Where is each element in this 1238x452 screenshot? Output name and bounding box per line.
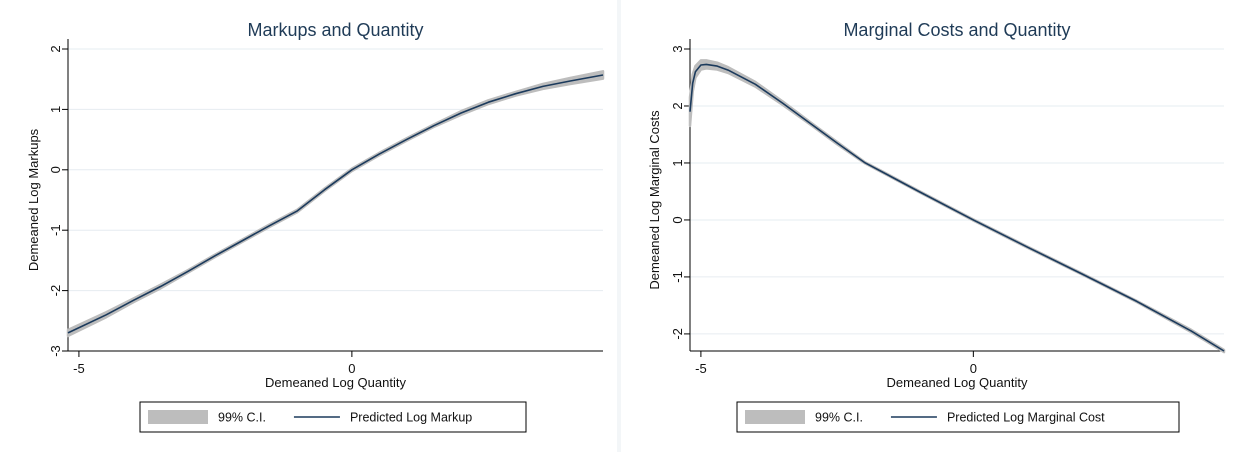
y-tick-label: -2 <box>48 285 63 297</box>
predicted-line <box>689 63 1225 352</box>
legend-line-label: Predicted Log Marginal Cost <box>947 411 1105 425</box>
legend: 99% C.I. Predicted Log Marginal Cost <box>736 401 1180 433</box>
predicted-line <box>67 74 604 334</box>
legend-band-swatch <box>745 410 805 424</box>
x-tick-label: 0 <box>970 361 977 376</box>
y-tick-label: -1 <box>670 271 685 283</box>
marginal-costs-chart-panel: Marginal Costs and Quantity-2-10123-505D… <box>621 0 1238 452</box>
confidence-band <box>688 59 1226 354</box>
y-tick-label: -2 <box>670 328 685 340</box>
y-axis-title: Demeaned Log Markups <box>26 128 41 271</box>
y-tick-label: 2 <box>48 45 63 52</box>
markups-chart-panel: Markups and Quantity-3-2-1012-505Demeane… <box>0 0 617 452</box>
y-tick-label: 2 <box>670 102 685 109</box>
y-tick-label: 0 <box>48 166 63 173</box>
x-tick-label: -5 <box>73 361 85 376</box>
chart-svg: Markups and Quantity-3-2-1012-505Demeane… <box>26 20 605 433</box>
legend: 99% C.I. Predicted Log Markup <box>139 401 527 433</box>
x-axis-title: Demeaned Log Quantity <box>887 375 1028 390</box>
confidence-band <box>66 70 605 338</box>
y-tick-label: -1 <box>48 224 63 236</box>
y-tick-label: -3 <box>48 345 63 357</box>
panel-divider <box>617 0 621 452</box>
legend-band-swatch <box>148 410 208 424</box>
chart-svg: Marginal Costs and Quantity-2-10123-505D… <box>647 20 1226 433</box>
y-axis-title: Demeaned Log Marginal Costs <box>647 110 662 290</box>
y-tick-label: 1 <box>670 159 685 166</box>
y-tick-label: 0 <box>670 216 685 223</box>
y-tick-label: 3 <box>670 45 685 52</box>
legend-ci-label: 99% C.I. <box>218 411 266 425</box>
legend-ci-label: 99% C.I. <box>815 411 863 425</box>
legend-box <box>736 401 1180 433</box>
y-tick-label: 1 <box>48 106 63 113</box>
x-tick-label: -5 <box>695 361 707 376</box>
legend-line-label: Predicted Log Markup <box>350 411 472 425</box>
chart-title: Marginal Costs and Quantity <box>843 20 1070 40</box>
x-tick-label: 0 <box>348 361 355 376</box>
chart-title: Markups and Quantity <box>247 20 423 40</box>
x-axis-title: Demeaned Log Quantity <box>265 375 406 390</box>
